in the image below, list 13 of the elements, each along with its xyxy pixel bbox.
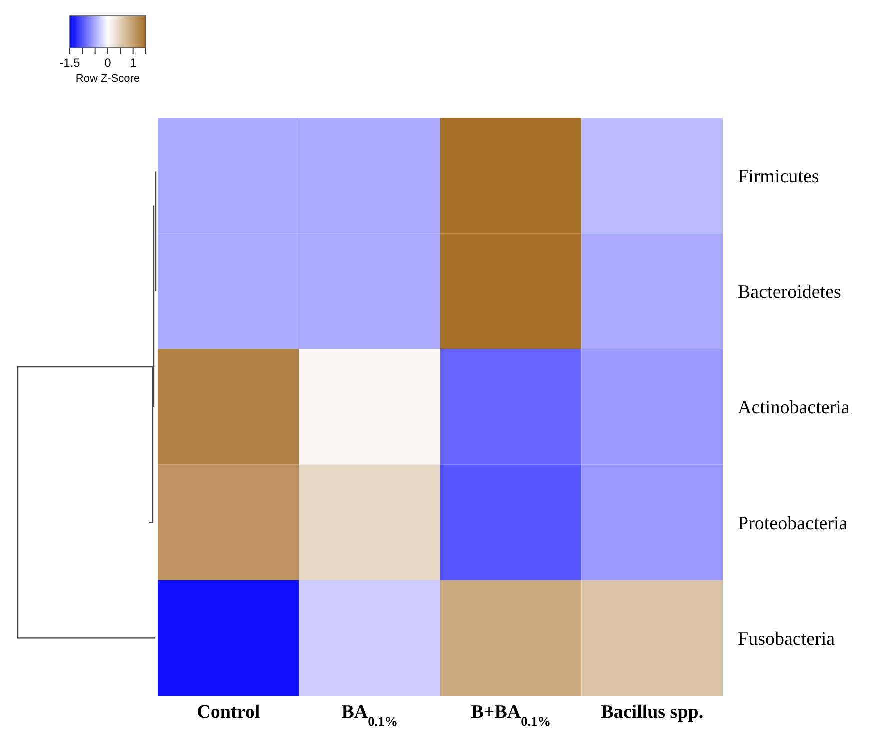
y-tick-label: Firmicutes xyxy=(738,166,820,188)
color-bar-label: 0 xyxy=(104,56,112,70)
y-tick-label: Actinobacteria xyxy=(738,398,850,419)
y-tick-label: Proteobacteria xyxy=(738,513,848,534)
x-tick-label: Bacillus spp. xyxy=(601,702,704,723)
color-bar-label: 1 xyxy=(130,56,137,70)
x-tick-label: BA$_{0.1%}$ xyxy=(342,702,398,728)
x-tick-label: Control xyxy=(197,702,260,723)
color-bar-title: Row Z-Score xyxy=(76,73,140,85)
x-tick-label: B+BA$_{0.1%}$ xyxy=(471,702,552,728)
y-tick-label: Bacteroidetes xyxy=(738,282,842,304)
y-tick-label: Fusobacteria xyxy=(738,628,836,650)
color-bar-label: -1.5 xyxy=(60,56,81,70)
